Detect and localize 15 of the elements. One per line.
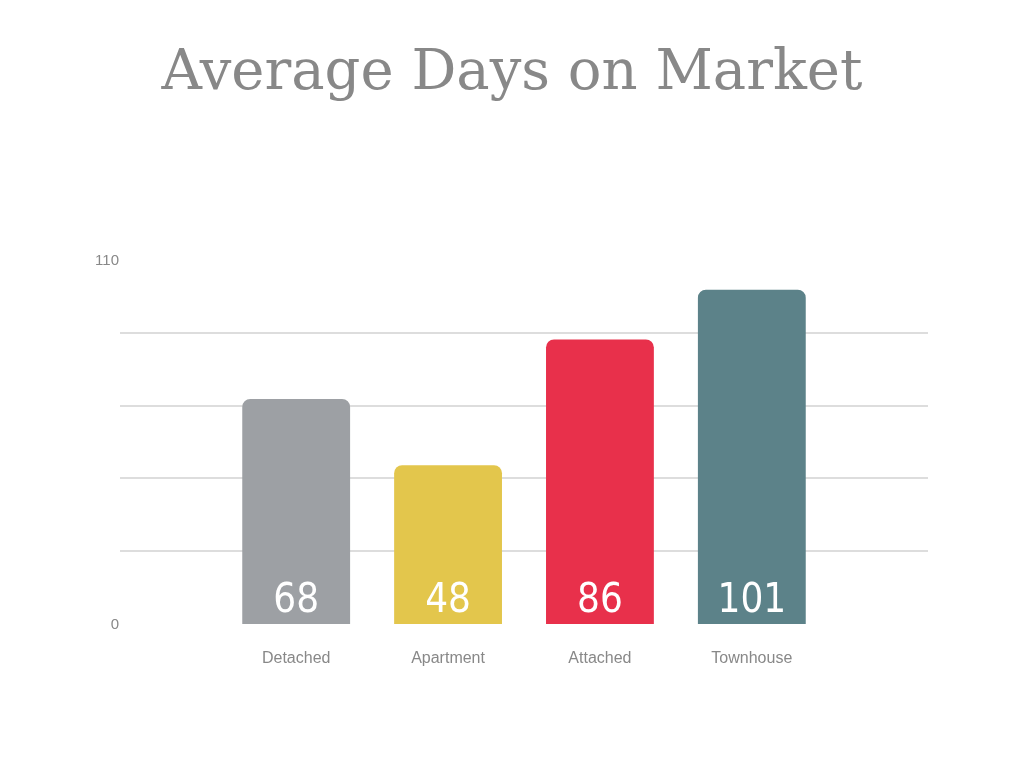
x-tick-label: Townhouse [711,649,793,666]
data-label: 86 [577,575,623,621]
y-tick-label: 110 [95,251,119,269]
x-tick-label: Apartment [411,649,486,666]
bar [242,398,351,624]
x-tick-label: Detached [261,649,331,666]
data-label: 48 [425,575,471,621]
data-label: 68 [273,575,320,621]
y-tick-label: 0 [110,615,119,633]
bar [697,289,806,624]
x-tick-label: Attached [568,649,632,666]
bar [546,339,654,624]
data-label: 101 [717,575,787,621]
bar [394,465,502,624]
chart-title: Average Days on Market [160,36,863,102]
